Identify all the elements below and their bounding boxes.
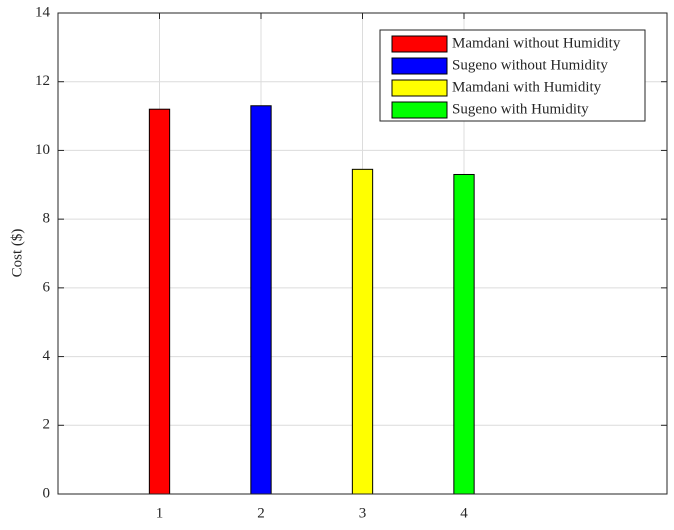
y-tick-label: 12 [35, 73, 50, 89]
x-tick-label: 2 [257, 505, 265, 521]
bar [351, 168, 374, 495]
y-tick-label: 0 [43, 485, 51, 501]
legend: Mamdani without Humidity Sugeno without H… [379, 29, 646, 122]
legend-label: Mamdani without Humidity [452, 35, 621, 51]
legend-swatch [391, 79, 448, 97]
y-tick-label: 8 [43, 211, 51, 227]
y-tick-label: 4 [43, 348, 51, 364]
legend-label: Mamdani with Humidity [452, 79, 602, 95]
y-tick-label: 6 [43, 279, 51, 295]
bar [453, 173, 475, 495]
legend-label: Sugeno with Humidity [452, 101, 589, 117]
x-tick-label: 1 [156, 505, 164, 521]
y-tick-label: 14 [35, 4, 51, 20]
x-tick-label: 3 [359, 505, 367, 521]
legend-swatch [391, 35, 448, 53]
bar [148, 108, 171, 495]
x-tick-label: 4 [460, 505, 468, 521]
y-axis-label: Cost ($) [9, 229, 25, 278]
legend-swatch [391, 101, 448, 119]
y-tick-label: 2 [43, 417, 51, 433]
axes-box [57, 12, 668, 495]
y-tick-label: 10 [35, 142, 50, 158]
legend-swatch [391, 57, 448, 75]
bar [250, 105, 272, 495]
legend-label: Sugeno without Humidity [452, 57, 608, 73]
